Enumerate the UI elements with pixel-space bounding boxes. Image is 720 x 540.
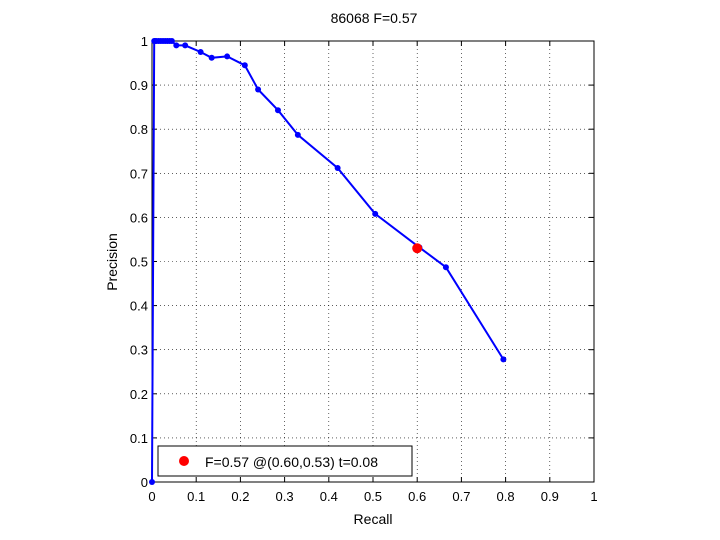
x-tick-label: 0.5 [364, 489, 382, 504]
x-tick-label: 0.8 [497, 489, 515, 504]
series-layer [149, 38, 507, 485]
x-axis-label: Recall [354, 511, 393, 527]
data-point [274, 107, 281, 114]
y-tick-label: 0.2 [130, 387, 148, 402]
y-axis-label: Precision [104, 233, 120, 291]
y-tick-label: 0.4 [130, 299, 148, 314]
y-tick-label: 0.7 [130, 166, 148, 181]
data-point [168, 38, 175, 44]
x-tick-label: 0.2 [231, 489, 249, 504]
y-tick-label: 0.6 [130, 210, 148, 225]
x-tick-label: 0.3 [276, 489, 294, 504]
x-tick-label: 0.4 [320, 489, 338, 504]
legend: F=0.57 @(0.60,0.53) t=0.08 [157, 445, 413, 477]
data-point [294, 131, 301, 138]
x-tick-label: 0.6 [408, 489, 426, 504]
legend-box [157, 445, 413, 477]
data-point [500, 356, 507, 363]
x-tick-label: 0.1 [187, 489, 205, 504]
data-point [197, 49, 204, 56]
data-point [149, 479, 155, 485]
x-tick-label: 0 [148, 489, 155, 504]
data-point [173, 42, 180, 49]
x-tick-label: 0.7 [452, 489, 470, 504]
data-point [442, 264, 449, 271]
data-point [372, 210, 379, 217]
x-tick-label: 1 [590, 489, 597, 504]
grid [152, 41, 594, 482]
y-tick-label: 0.5 [130, 255, 148, 270]
x-tick-label: 0.9 [541, 489, 559, 504]
data-point [334, 165, 341, 172]
data-point [208, 54, 215, 61]
f-measure-marker [412, 243, 423, 254]
data-point [241, 62, 248, 69]
data-point [224, 53, 231, 60]
data-point [255, 86, 262, 93]
chart-title: 86068 F=0.57 [331, 10, 418, 26]
y-tick-label: 0 [141, 475, 148, 490]
marker-layer [412, 243, 423, 254]
data-point [182, 42, 189, 49]
y-tick-label: 1 [141, 34, 148, 49]
legend-entry-label: F=0.57 @(0.60,0.53) t=0.08 [205, 454, 378, 470]
axis-ticks: 0 0.1 0.2 0.3 0.4 0.5 0.6 0.7 0.8 0.9 1 0 0.1 0.2 0.3 0… [130, 34, 598, 504]
y-tick-label: 0.1 [130, 431, 148, 446]
y-tick-label: 0.8 [130, 122, 148, 137]
y-tick-label: 0.9 [130, 78, 148, 93]
y-tick-label: 0.3 [130, 343, 148, 358]
legend-marker-dot [179, 456, 189, 466]
